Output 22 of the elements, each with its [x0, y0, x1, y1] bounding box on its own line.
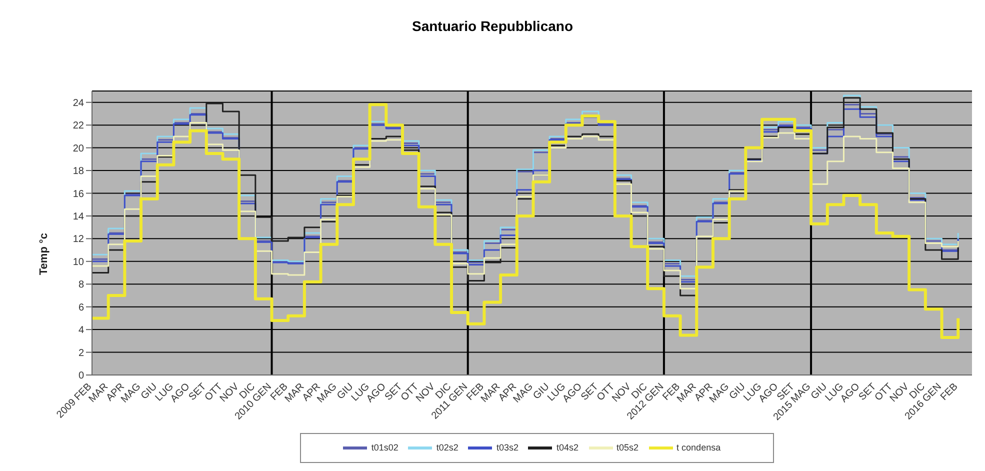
y-tick-label: 22: [72, 120, 84, 132]
y-tick-label: 24: [72, 98, 84, 109]
y-tick-label: 6: [78, 302, 84, 314]
legend-label: t01s02: [371, 442, 398, 452]
y-tick-label: 4: [78, 325, 84, 336]
y-tick-label: 14: [72, 212, 84, 223]
y-tick-label: 8: [78, 280, 84, 291]
x-tick-label: FEB: [938, 381, 960, 403]
y-tick-label: 10: [72, 256, 84, 268]
y-tick-label: 12: [72, 234, 84, 246]
legend-label: t condensa: [676, 442, 721, 452]
y-tick-label: 18: [72, 166, 84, 178]
y-tick-label: 0: [78, 370, 84, 382]
legend-label: t04s2: [556, 442, 579, 452]
y-tick-label: 2: [78, 348, 84, 359]
legend-label: t02s2: [436, 442, 458, 452]
y-tick-label: 20: [72, 143, 84, 154]
y-axis-title: Temp °c: [38, 233, 50, 276]
chart-title: Santuario Repubblicano: [410, 18, 574, 34]
legend-label: t03s2: [496, 442, 518, 452]
y-tick-label: 16: [72, 188, 84, 200]
legend-label: t05s2: [616, 442, 639, 452]
